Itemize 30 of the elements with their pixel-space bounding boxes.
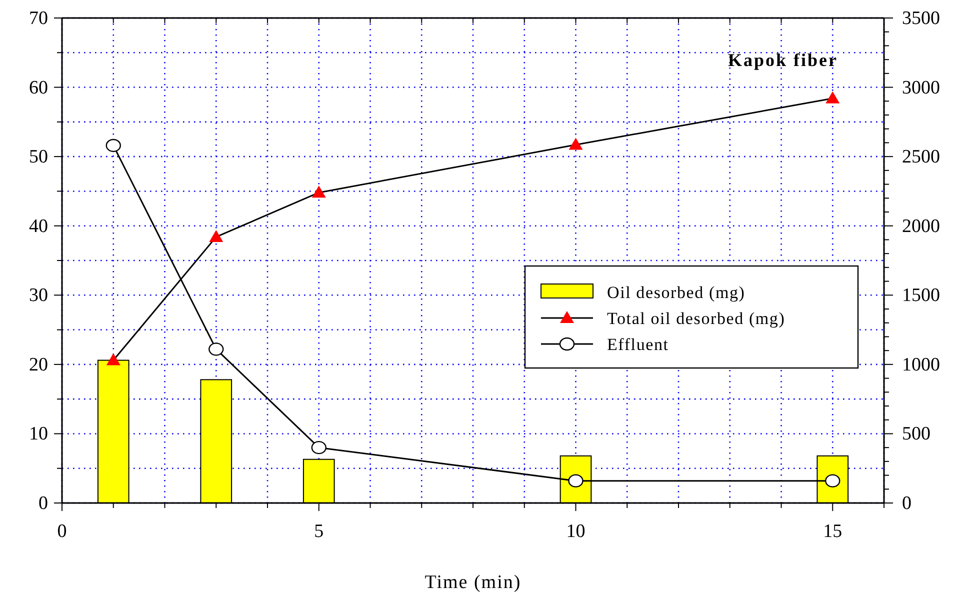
y2-tick-label: 2500 <box>902 146 940 168</box>
y2-tick-label: 500 <box>902 424 930 445</box>
point <box>209 230 224 242</box>
y-tick-label: 40 <box>29 216 48 237</box>
y2-tick-label: 2000 <box>902 216 940 237</box>
y-tick-label: 60 <box>29 77 48 98</box>
legend-label: Effluent <box>607 335 669 354</box>
point <box>826 91 840 104</box>
point <box>568 138 583 150</box>
y-tick-label: 0 <box>38 493 48 514</box>
x-tick-label: 10 <box>566 521 586 542</box>
y2-tick-label: 3500 <box>902 8 940 29</box>
y-tick-label: 10 <box>29 424 48 445</box>
y2-tick-label: 1000 <box>902 354 940 376</box>
legend-label: Oil desorbed (mg) <box>607 283 746 302</box>
x-tick-label: 15 <box>823 521 842 542</box>
y-tick-label: 50 <box>29 146 48 168</box>
y-tick-label: 70 <box>29 8 48 29</box>
text: Kapok fiber <box>728 50 838 70</box>
point <box>312 186 326 198</box>
x-tick-label: 5 <box>314 521 324 542</box>
x-tick-label: 0 <box>57 521 67 542</box>
x-axis-title: Time (min) <box>424 572 522 593</box>
y-tick-label: 30 <box>29 285 48 306</box>
y2-tick-label: 1500 <box>902 285 940 306</box>
legend-label: Total oil desorbed (mg) <box>607 309 786 328</box>
y-tick-label: 20 <box>29 354 48 376</box>
y2-tick-label: 3000 <box>902 77 940 98</box>
y2-tick-label: 0 <box>902 493 912 514</box>
point <box>106 353 120 366</box>
